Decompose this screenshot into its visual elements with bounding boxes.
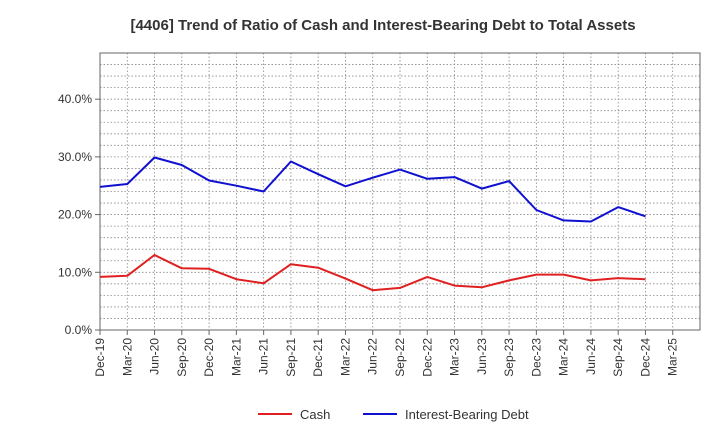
series-layer [99,156,646,292]
x-tick-label: Dec-22 [420,338,434,377]
y-axis-ticks: 0.0% 10.0% 20.0% 30.0% 40.0% [58,92,100,337]
x-tick-label: Dec-24 [638,338,652,377]
x-tick-label: Sep-22 [393,338,407,377]
series-line-cash [99,254,646,292]
x-tick-label: Sep-24 [611,338,625,377]
x-tick-label: Mar-25 [666,338,680,376]
x-tick-label: Sep-21 [284,338,298,377]
x-tick-label: Mar-22 [338,338,352,376]
legend-label-interest-bearing-debt: Interest-Bearing Debt [405,407,529,422]
x-tick-label: Jun-23 [475,338,489,375]
legend: Cash Interest-Bearing Debt [258,407,529,422]
y-tick-label: 0.0% [65,323,93,337]
y-tick-label: 40.0% [58,92,92,106]
series-line-interest-bearing-debt [99,156,646,223]
x-axis-ticks: Dec-19 Mar-20 Jun-20 Sep-20 Dec-20 Mar-21 Jun-… [93,330,680,377]
x-tick-label: Jun-20 [148,338,162,375]
x-tick-label: Dec-21 [311,338,325,377]
y-tick-label: 10.0% [58,265,92,279]
chart-title: [4406] Trend of Ratio of Cash and Intere… [130,17,635,34]
x-tick-label: Jun-22 [366,338,380,375]
x-tick-label: Mar-24 [557,338,571,376]
x-tick-label: Dec-20 [202,338,216,377]
x-tick-label: Dec-23 [529,338,543,377]
legend-label-cash: Cash [300,407,330,422]
y-tick-label: 30.0% [58,150,92,164]
x-tick-label: Mar-23 [448,338,462,376]
x-tick-label: Jun-24 [584,338,598,375]
x-tick-label: Mar-21 [229,338,243,376]
x-tick-label: Dec-19 [93,338,107,377]
y-tick-label: 20.0% [58,208,92,222]
x-tick-label: Sep-23 [502,338,516,377]
x-tick-label: Sep-20 [175,338,189,377]
x-tick-label: Mar-20 [120,338,134,376]
plot-area [99,52,701,331]
x-tick-label: Jun-21 [257,338,271,375]
